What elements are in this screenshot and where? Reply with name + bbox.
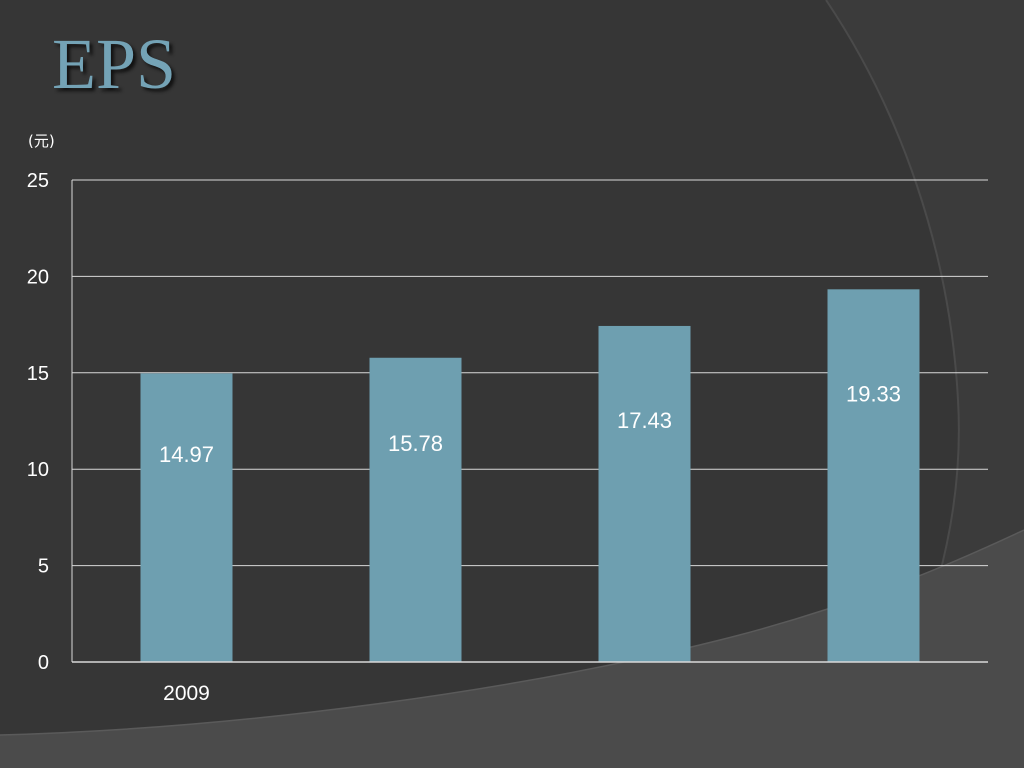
bar — [827, 289, 920, 662]
y-tick-label: 20 — [27, 266, 49, 288]
bar-data-label: 19.33 — [846, 382, 901, 407]
y-tick-label: 25 — [27, 170, 49, 192]
axes: 0 5 10 15 20 25 2009 — [27, 170, 988, 705]
bar-data-label: 14.97 — [159, 442, 214, 467]
x-tick-label: 2009 — [163, 682, 210, 705]
slide-title: EPS — [52, 24, 177, 104]
y-tick-label: 5 — [38, 556, 49, 578]
bar-data-label: 15.78 — [388, 431, 443, 456]
bar — [140, 373, 233, 662]
bar-data-label: 17.43 — [617, 408, 672, 433]
y-tick-label: 15 — [27, 363, 49, 385]
y-axis-unit-label: (元) — [28, 132, 55, 150]
bars: 14.97 15.78 17.43 19.33 — [140, 289, 920, 662]
bar — [369, 357, 462, 662]
y-tick-label: 0 — [38, 652, 49, 674]
y-tick-label: 10 — [27, 459, 49, 481]
bar — [598, 325, 691, 662]
